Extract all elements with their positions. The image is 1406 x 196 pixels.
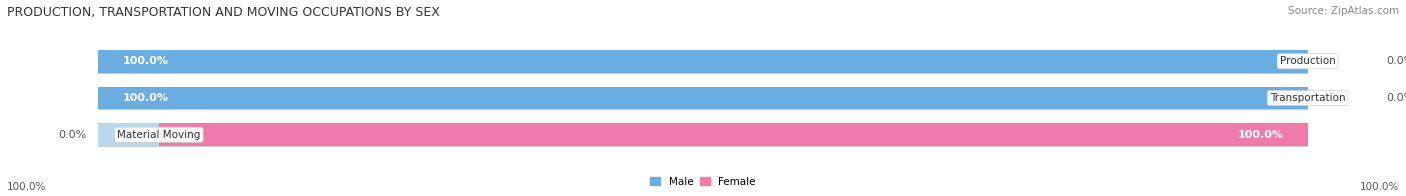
Text: Transportation: Transportation [1270, 93, 1346, 103]
Bar [98, 123, 1308, 146]
Text: 100.0%: 100.0% [1237, 130, 1284, 140]
Text: PRODUCTION, TRANSPORTATION AND MOVING OCCUPATIONS BY SEX: PRODUCTION, TRANSPORTATION AND MOVING OC… [7, 6, 440, 19]
Bar [98, 50, 1308, 73]
Bar [1308, 50, 1368, 73]
Bar [98, 123, 159, 146]
Bar [98, 87, 1308, 109]
Text: 100.0%: 100.0% [122, 93, 169, 103]
Text: 100.0%: 100.0% [7, 182, 46, 192]
Bar [159, 123, 1368, 146]
Text: 0.0%: 0.0% [58, 130, 86, 140]
Text: Production: Production [1279, 56, 1336, 66]
Legend: Male, Female: Male, Female [645, 172, 761, 191]
Bar [98, 87, 1308, 109]
Text: Source: ZipAtlas.com: Source: ZipAtlas.com [1288, 6, 1399, 16]
Text: Material Moving: Material Moving [117, 130, 201, 140]
Bar [1308, 87, 1368, 109]
Text: 0.0%: 0.0% [1386, 56, 1406, 66]
Bar [98, 50, 1308, 73]
Text: 0.0%: 0.0% [1386, 93, 1406, 103]
Text: 100.0%: 100.0% [1360, 182, 1399, 192]
Text: 100.0%: 100.0% [122, 56, 169, 66]
